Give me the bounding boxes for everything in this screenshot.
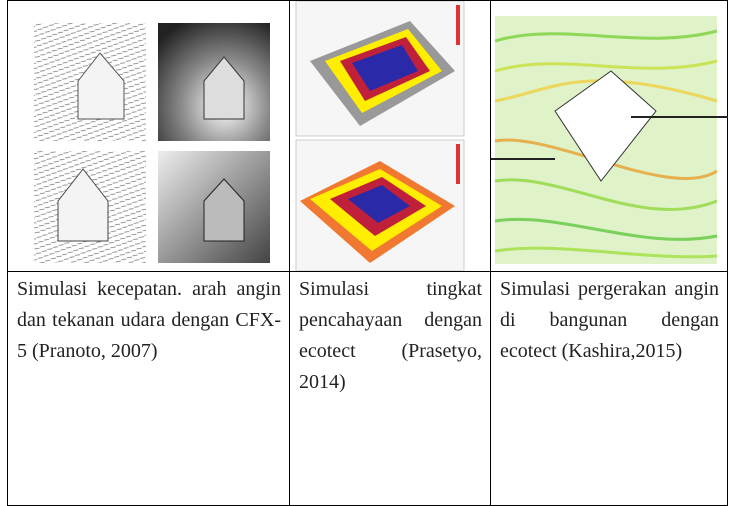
ecotect-lighting-image — [295, 1, 465, 271]
caption: Simulasi tingkat pencahayaan dengan ecot… — [289, 271, 491, 506]
figure-table: Simulasi kecepatan. arah angin dan tekan… — [7, 0, 728, 506]
image-cell — [7, 0, 290, 272]
caption: Simulasi pergerakan angin di bangunan de… — [490, 271, 728, 506]
image-cell — [490, 0, 728, 272]
caption: Simulasi kecepatan. arah angin dan tekan… — [7, 271, 290, 506]
image-cell — [289, 0, 491, 272]
image-row — [7, 0, 728, 272]
cfx-simulation-image — [34, 23, 270, 263]
caption-row: Simulasi kecepatan. arah angin dan tekan… — [7, 271, 728, 506]
ecotect-wind-image — [491, 16, 728, 264]
